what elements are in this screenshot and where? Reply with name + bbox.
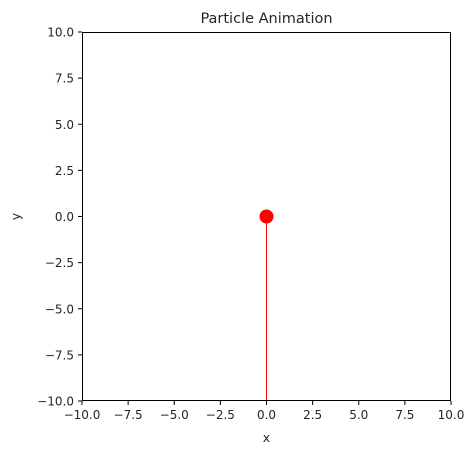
x-tick-label: 10.0	[438, 408, 465, 422]
y-tick-label: −2.5	[45, 256, 74, 270]
y-tick-label: −10.0	[37, 395, 74, 409]
y-axis-label: y	[8, 212, 23, 220]
x-tick-label: 0.0	[257, 408, 276, 422]
axes-frame	[82, 32, 451, 401]
x-tick-label: −2.5	[206, 408, 235, 422]
x-tick-label: 7.5	[395, 408, 414, 422]
y-tick-label: −7.5	[45, 348, 74, 362]
x-tick-label: −5.0	[160, 408, 189, 422]
x-tick-label: −7.5	[114, 408, 143, 422]
x-tick-label: 5.0	[349, 408, 368, 422]
x-axis-ticks: −10.0 −7.5 −5.0 −2.5 0.0 2.5 5.0 7.5 10.0	[64, 401, 465, 422]
y-tick-label: 7.5	[55, 72, 74, 86]
y-tick-label: 2.5	[55, 164, 74, 178]
x-axis-label: x	[263, 430, 270, 445]
y-axis-ticks: −10.0 −7.5 −5.0 −2.5 0.0 2.5 5.0 7.5 10.0	[37, 26, 82, 409]
x-tick-label: −10.0	[64, 408, 101, 422]
y-tick-label: −5.0	[45, 302, 74, 316]
x-tick-label: 2.5	[303, 408, 322, 422]
y-tick-label: 0.0	[55, 210, 74, 224]
particle-layer	[259, 209, 274, 224]
y-tick-label: 5.0	[55, 118, 74, 132]
particle-point	[259, 209, 274, 224]
chart-title: Particle Animation	[200, 11, 332, 27]
plot-area	[82, 32, 451, 401]
y-tick-label: 10.0	[47, 26, 74, 40]
